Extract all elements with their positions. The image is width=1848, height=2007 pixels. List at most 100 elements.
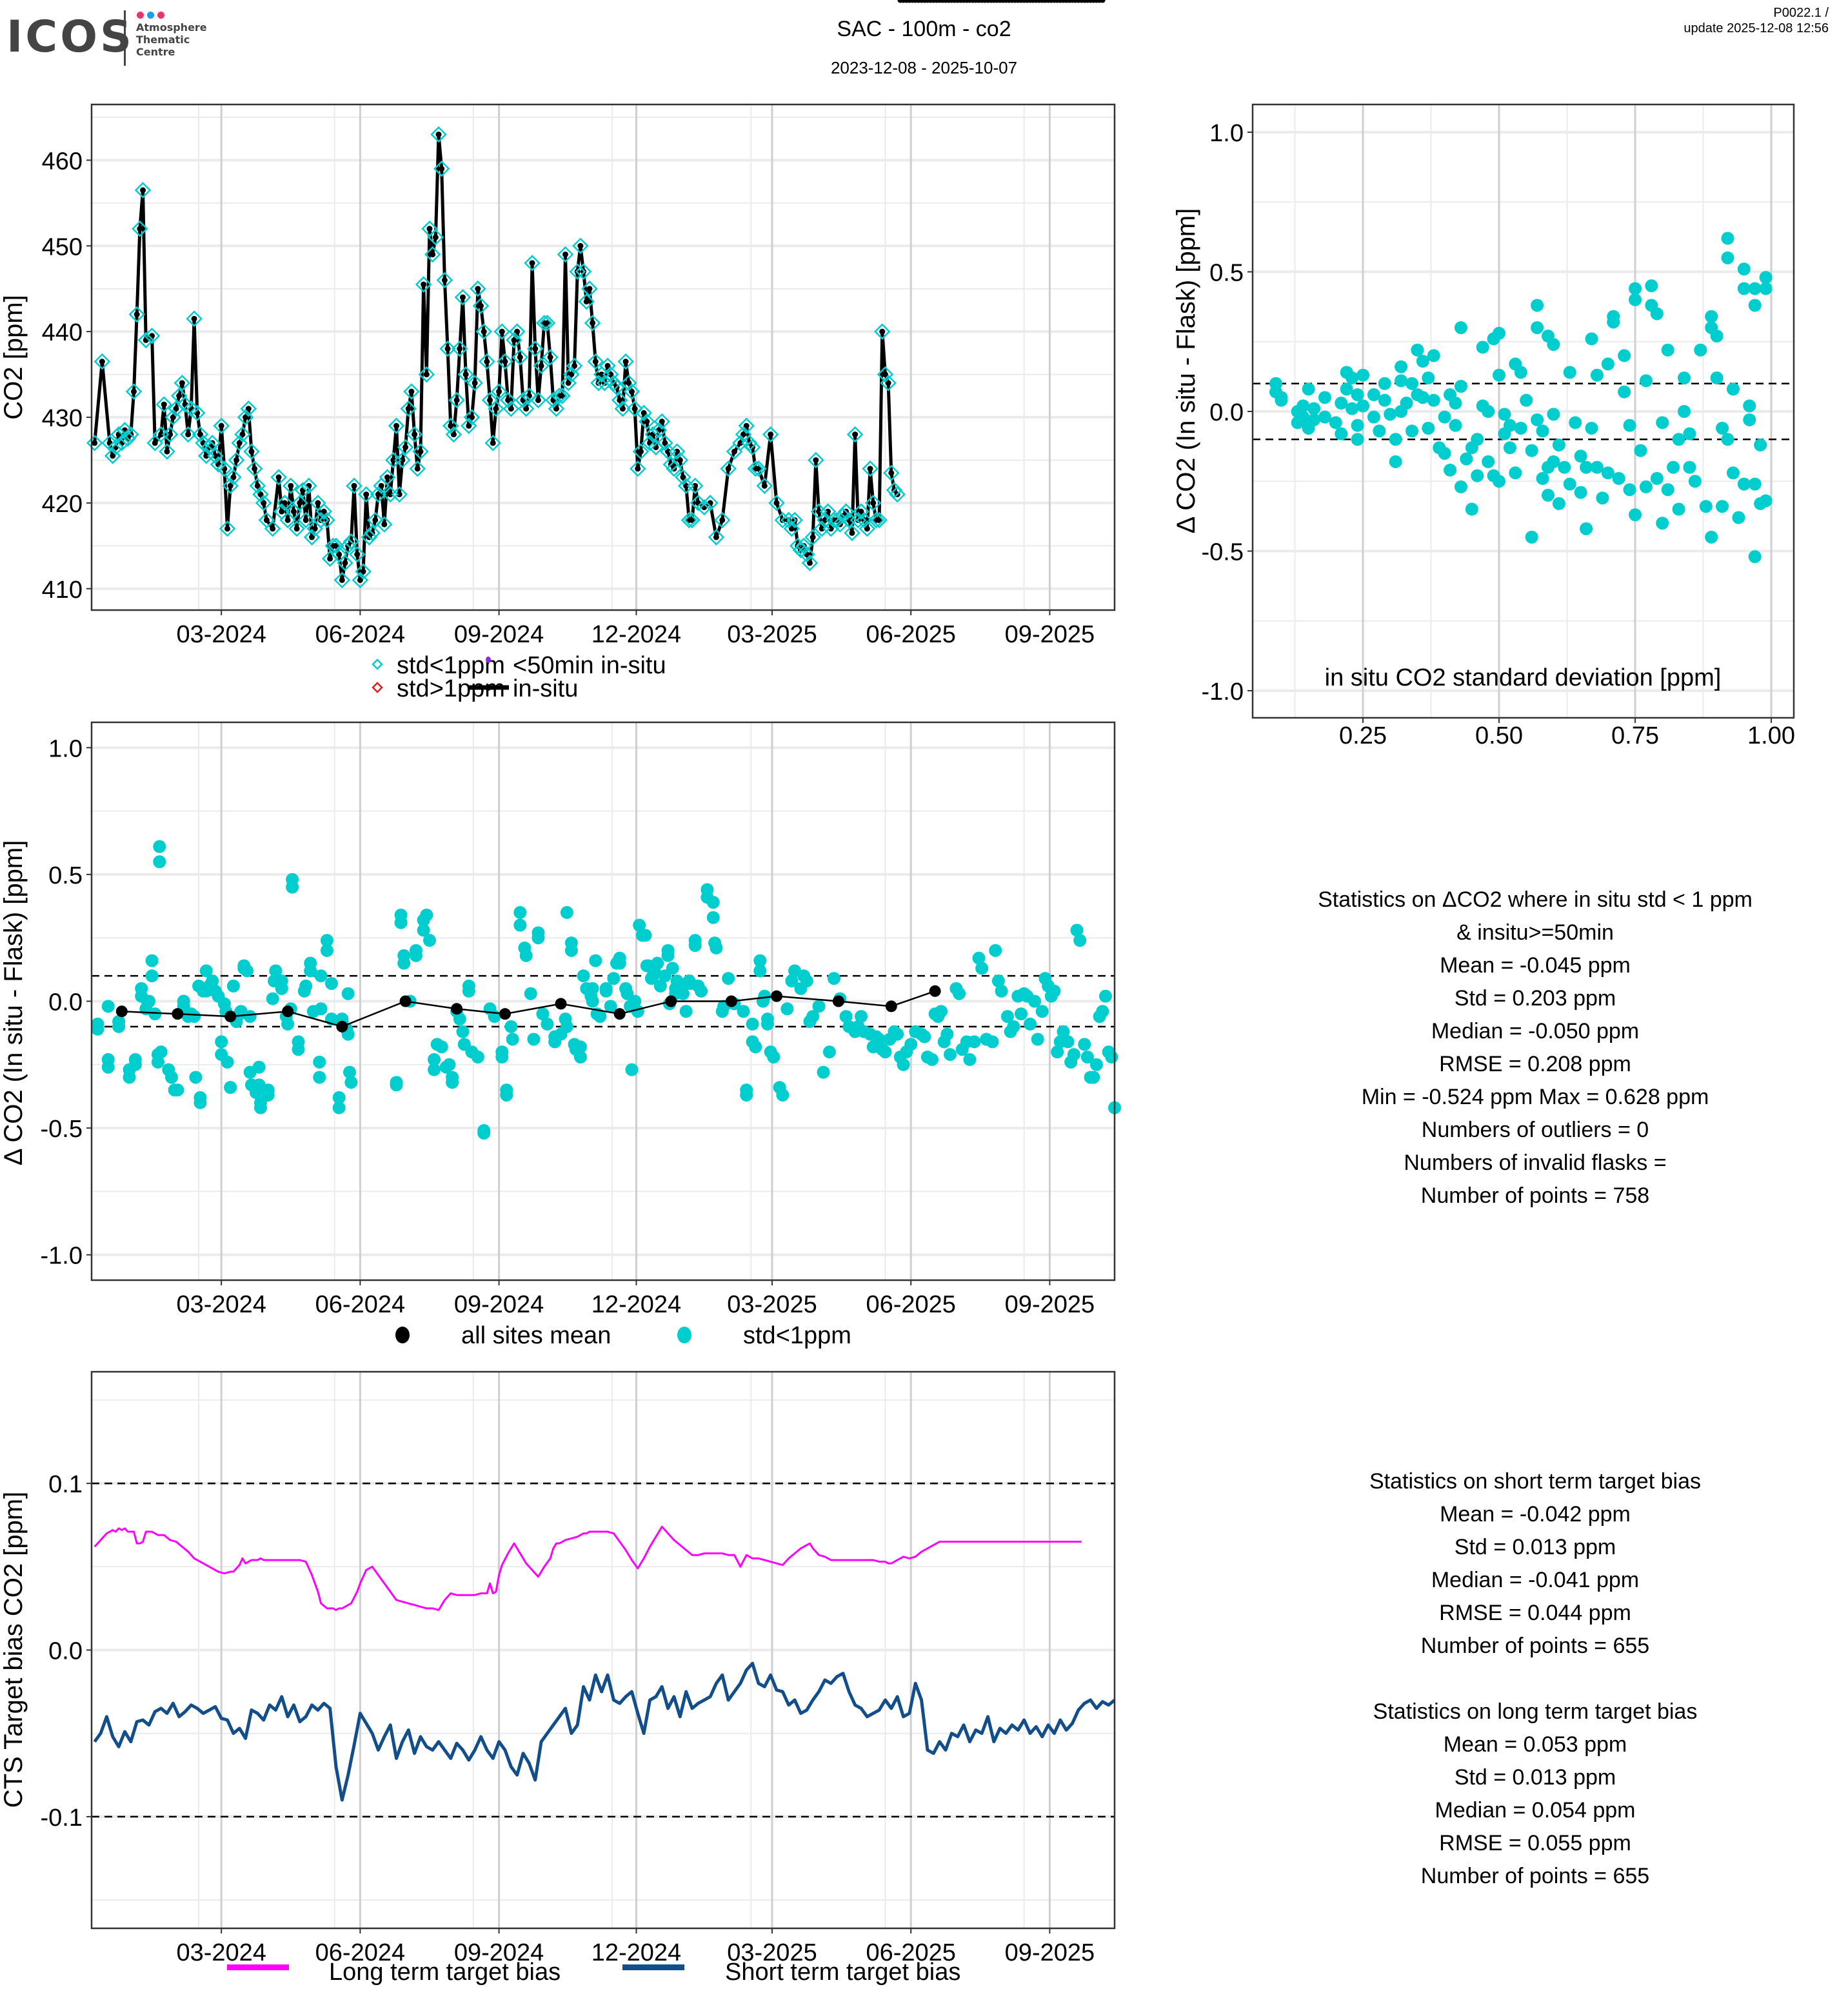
scatter-point [1531,413,1544,426]
delta-point [428,1053,441,1066]
y-tick-label: 0.5 [1209,260,1244,287]
scatter-point [1601,357,1615,371]
in-situ-point [293,526,300,532]
flask-marker [762,426,779,443]
in-situ-point [683,482,690,489]
in-situ-point [665,448,671,455]
in-situ-point [281,500,288,506]
scatter-point [1650,307,1664,321]
in-situ-point [514,328,521,335]
in-situ-point [577,242,584,249]
all-sites-mean-point [725,995,737,1007]
flask-marker [391,486,408,503]
delta-point [827,972,840,985]
flask-marker [403,383,420,400]
plot-border [1251,103,1795,719]
in-situ-point [453,397,460,403]
delta-point [925,1053,939,1066]
x-tick-label: 06-2025 [866,1939,955,1966]
delta-point [145,969,159,983]
scatter-point [1318,391,1331,404]
scatter-point [1580,460,1593,474]
delta-point [199,964,213,978]
delta-point [746,1017,759,1031]
flask-marker [207,448,224,464]
delta-point [1105,1051,1118,1063]
stat-line: Mean = -0.045 ppm [1440,953,1631,978]
scatter-point [1367,388,1380,402]
scatter-point [1378,393,1391,407]
delta-point [314,1002,328,1016]
scatter-point [1329,416,1342,430]
delta-point [986,1035,999,1049]
in-situ-point [137,226,143,232]
scatter-point [1351,419,1364,432]
flask-marker [575,263,592,280]
in-situ-point [243,414,249,420]
flask-marker [143,328,161,344]
flask-marker [620,375,637,391]
y-axis-label: CTS Target bias CO2 [ppm] [0,1492,28,1808]
stat-line: Numbers of invalid flasks = [1404,1151,1667,1175]
delta-point [148,1007,162,1021]
stat-line: Min = -0.524 ppm Max = 0.628 ppm [1361,1085,1709,1109]
in-situ-point [631,406,638,412]
plot-border [90,103,1116,611]
delta-point [1073,934,1087,947]
delta-point [975,962,989,975]
in-situ-point [212,453,219,459]
delta-point [573,1040,587,1054]
legend-long-term-icon [227,1964,289,1970]
delta-point [1067,1048,1080,1062]
scatter-point [1547,338,1560,351]
in-situ-point [619,406,626,412]
scatter-point [1590,460,1604,474]
scatter-point [1590,368,1604,382]
legend-label: std<1ppm [397,652,505,679]
flask-marker [653,413,670,430]
in-situ-point [879,328,886,335]
flask-marker [862,460,879,477]
scatter-point [1743,399,1756,413]
delta-point [471,1051,484,1063]
scatter-point [1580,522,1593,535]
in-situ-point [351,482,357,489]
delta-point [513,918,527,932]
flask-marker [415,276,432,293]
x-tick-label: 12-2024 [591,621,681,648]
delta-point [1087,1071,1100,1084]
scatter-point [1378,377,1391,390]
flask-marker [587,353,604,370]
delta-point [189,1071,203,1084]
flask-marker [472,297,490,315]
delta-point [940,1027,954,1041]
flask-marker [880,375,897,391]
delta-point [541,1017,554,1031]
in-situ-point [435,132,442,138]
delta-point [101,1060,115,1074]
delta-point [1024,1017,1037,1031]
delta-point [599,982,613,995]
scatter-point [1444,463,1457,477]
all-sites-mean-point [282,1005,294,1018]
in-situ-point [426,226,433,232]
flask-marker [337,555,353,571]
delta-point [397,949,411,962]
flask-marker [883,464,900,482]
delta-point [145,954,159,967]
scatter-point [1618,349,1631,362]
in-situ-point [284,517,291,523]
in-situ-point [342,560,348,566]
in-situ-point [508,406,514,412]
scatter-point [1340,382,1353,396]
flask-marker [871,511,888,529]
delta-point [142,994,155,1008]
scatter-point [1661,343,1674,357]
scatter-point [1612,471,1625,485]
in-situ-point [740,431,747,438]
delta-point [286,880,299,894]
in-situ-point [529,260,535,266]
in-situ-point [459,294,466,301]
logo-dots-icon [137,10,168,22]
scatter-point [1645,279,1658,293]
